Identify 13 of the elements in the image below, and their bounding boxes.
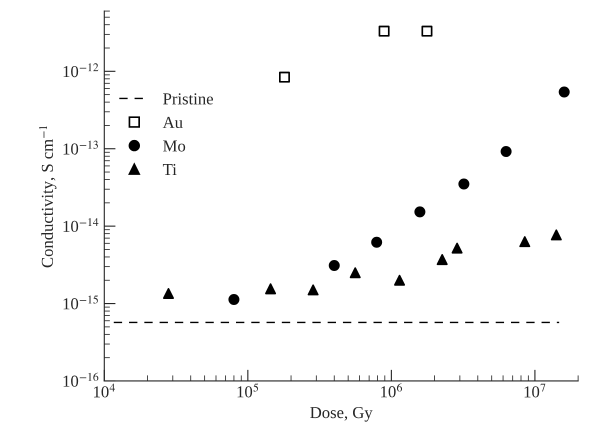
x-tick-label: 10$^{5}$ bbox=[238, 383, 258, 398]
legend-label: Au bbox=[162, 116, 183, 128]
x-tick-label: 10$^{7}$ bbox=[524, 384, 546, 398]
legend-label: Pristine bbox=[163, 93, 213, 104]
y-tick-label: 10$^{−15}$ bbox=[64, 295, 98, 310]
y-tick-label: 10$^{−12}$ bbox=[64, 63, 98, 78]
y-tick-label: 10$^{−13}$ bbox=[64, 140, 98, 155]
y-axis-title: Conductivity, S cm$^{−1}$ bbox=[39, 126, 56, 268]
x-tick-label: 10$^{6}$ bbox=[381, 383, 402, 398]
legend-label: Ti bbox=[162, 164, 177, 175]
x-axis-title: Dose, Gy bbox=[310, 406, 373, 422]
legend-label: Mo bbox=[163, 140, 186, 152]
y-tick-label: 10$^{−14}$ bbox=[64, 218, 98, 232]
